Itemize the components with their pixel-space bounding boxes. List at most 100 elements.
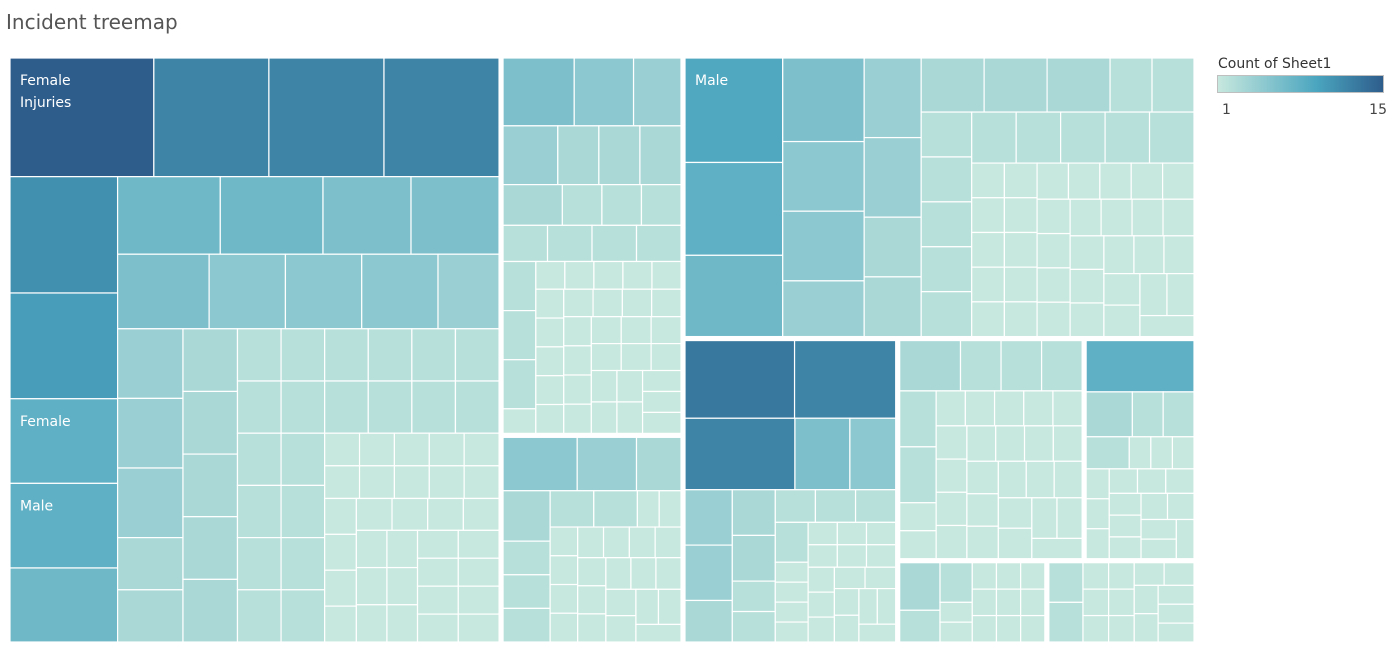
treemap-cell[interactable]	[684, 544, 733, 602]
treemap-cell[interactable]	[577, 585, 607, 615]
treemap-cell[interactable]	[616, 401, 644, 434]
treemap-cell[interactable]	[182, 453, 239, 518]
treemap-cell[interactable]	[386, 566, 419, 606]
treemap-cell[interactable]	[1025, 460, 1055, 499]
treemap-cell[interactable]	[1020, 588, 1046, 617]
treemap-cell[interactable]	[1140, 538, 1177, 560]
treemap-cell[interactable]	[684, 254, 784, 338]
treemap-cell[interactable]	[324, 497, 357, 535]
treemap-cell[interactable]	[463, 432, 500, 467]
treemap-cell[interactable]	[1036, 232, 1071, 269]
treemap-cell[interactable]	[1003, 162, 1038, 199]
treemap-cell[interactable]	[9, 398, 119, 484]
treemap-cell[interactable]	[1108, 536, 1142, 560]
treemap-cell[interactable]	[971, 197, 1005, 234]
treemap-cell[interactable]	[1085, 498, 1110, 530]
treemap-cell[interactable]	[502, 224, 549, 263]
treemap-cell[interactable]	[9, 57, 155, 178]
treemap-cell[interactable]	[535, 260, 566, 290]
treemap-cell[interactable]	[731, 489, 776, 537]
treemap-cell[interactable]	[632, 57, 682, 127]
treemap-cell[interactable]	[774, 561, 809, 583]
treemap-cell[interactable]	[535, 288, 565, 319]
treemap-cell[interactable]	[1085, 528, 1110, 560]
treemap-cell[interactable]	[971, 588, 998, 617]
treemap-cell[interactable]	[774, 489, 817, 523]
treemap-cell[interactable]	[865, 544, 897, 568]
treemap-cell[interactable]	[1052, 390, 1083, 427]
treemap-cell[interactable]	[650, 316, 682, 345]
treemap-cell[interactable]	[322, 176, 412, 255]
treemap-cell[interactable]	[502, 184, 563, 226]
treemap-cell[interactable]	[899, 446, 937, 504]
treemap-cell[interactable]	[324, 432, 361, 467]
treemap-cell[interactable]	[1108, 562, 1135, 590]
treemap-cell[interactable]	[858, 587, 878, 625]
treemap-cell[interactable]	[1131, 198, 1164, 237]
treemap-cell[interactable]	[355, 566, 388, 606]
treemap-cell[interactable]	[502, 310, 537, 361]
treemap-cell[interactable]	[427, 497, 464, 531]
treemap-cell[interactable]	[774, 581, 809, 603]
treemap-cell[interactable]	[836, 521, 868, 546]
treemap-cell[interactable]	[935, 491, 968, 527]
treemap-cell[interactable]	[865, 521, 897, 546]
treemap-cell[interactable]	[971, 562, 998, 590]
treemap-cell[interactable]	[590, 343, 622, 372]
treemap-cell[interactable]	[807, 616, 835, 643]
treemap-cell[interactable]	[920, 201, 973, 248]
treemap-cell[interactable]	[684, 599, 733, 643]
treemap-cell[interactable]	[959, 339, 1002, 392]
treemap-cell[interactable]	[1082, 614, 1110, 643]
treemap-cell[interactable]	[502, 607, 551, 643]
treemap-cell[interactable]	[1108, 614, 1135, 643]
treemap-cell[interactable]	[684, 57, 784, 164]
treemap-cell[interactable]	[1140, 492, 1169, 521]
treemap-cell[interactable]	[833, 566, 866, 590]
treemap-cell[interactable]	[280, 328, 326, 382]
treemap-cell[interactable]	[457, 529, 500, 559]
treemap-cell[interactable]	[858, 623, 897, 643]
treemap-cell[interactable]	[563, 316, 592, 347]
treemap-cell[interactable]	[971, 614, 998, 643]
treemap-cell[interactable]	[462, 497, 500, 531]
treemap-cell[interactable]	[9, 482, 119, 569]
treemap-cell[interactable]	[655, 557, 682, 590]
treemap-cell[interactable]	[367, 380, 413, 434]
treemap-cell[interactable]	[386, 604, 419, 643]
treemap-cell[interactable]	[630, 557, 657, 590]
treemap-cell[interactable]	[684, 161, 784, 256]
treemap-cell[interactable]	[1020, 562, 1046, 590]
treemap-cell[interactable]	[463, 465, 500, 500]
treemap-cell[interactable]	[807, 566, 835, 593]
treemap-cell[interactable]	[774, 521, 809, 563]
treemap-cell[interactable]	[836, 544, 868, 568]
treemap-cell[interactable]	[1108, 468, 1139, 494]
treemap-cell[interactable]	[437, 253, 500, 330]
treemap-cell[interactable]	[939, 562, 973, 603]
treemap-cell[interactable]	[236, 536, 282, 591]
treemap-cell[interactable]	[1046, 57, 1111, 113]
treemap-cell[interactable]	[833, 587, 860, 616]
treemap-cell[interactable]	[549, 490, 595, 528]
treemap-cell[interactable]	[454, 380, 500, 434]
treemap-cell[interactable]	[899, 390, 937, 448]
treemap-cell[interactable]	[935, 524, 968, 560]
treemap-cell[interactable]	[1023, 425, 1054, 462]
treemap-cell[interactable]	[355, 604, 388, 643]
treemap-cell[interactable]	[899, 502, 937, 532]
treemap-cell[interactable]	[602, 526, 630, 559]
treemap-cell[interactable]	[549, 583, 579, 614]
treemap-cell[interactable]	[1020, 614, 1046, 643]
treemap-cell[interactable]	[863, 136, 922, 218]
treemap-cell[interactable]	[1108, 514, 1142, 538]
treemap-cell[interactable]	[428, 465, 465, 500]
treemap-cell[interactable]	[116, 328, 184, 399]
treemap-cell[interactable]	[9, 567, 119, 643]
treemap-cell[interactable]	[995, 562, 1022, 590]
treemap-cell[interactable]	[1000, 339, 1043, 392]
treemap-cell[interactable]	[564, 260, 595, 290]
treemap-cell[interactable]	[280, 380, 326, 434]
treemap-cell[interactable]	[605, 557, 632, 590]
treemap-cell[interactable]	[1136, 468, 1167, 494]
